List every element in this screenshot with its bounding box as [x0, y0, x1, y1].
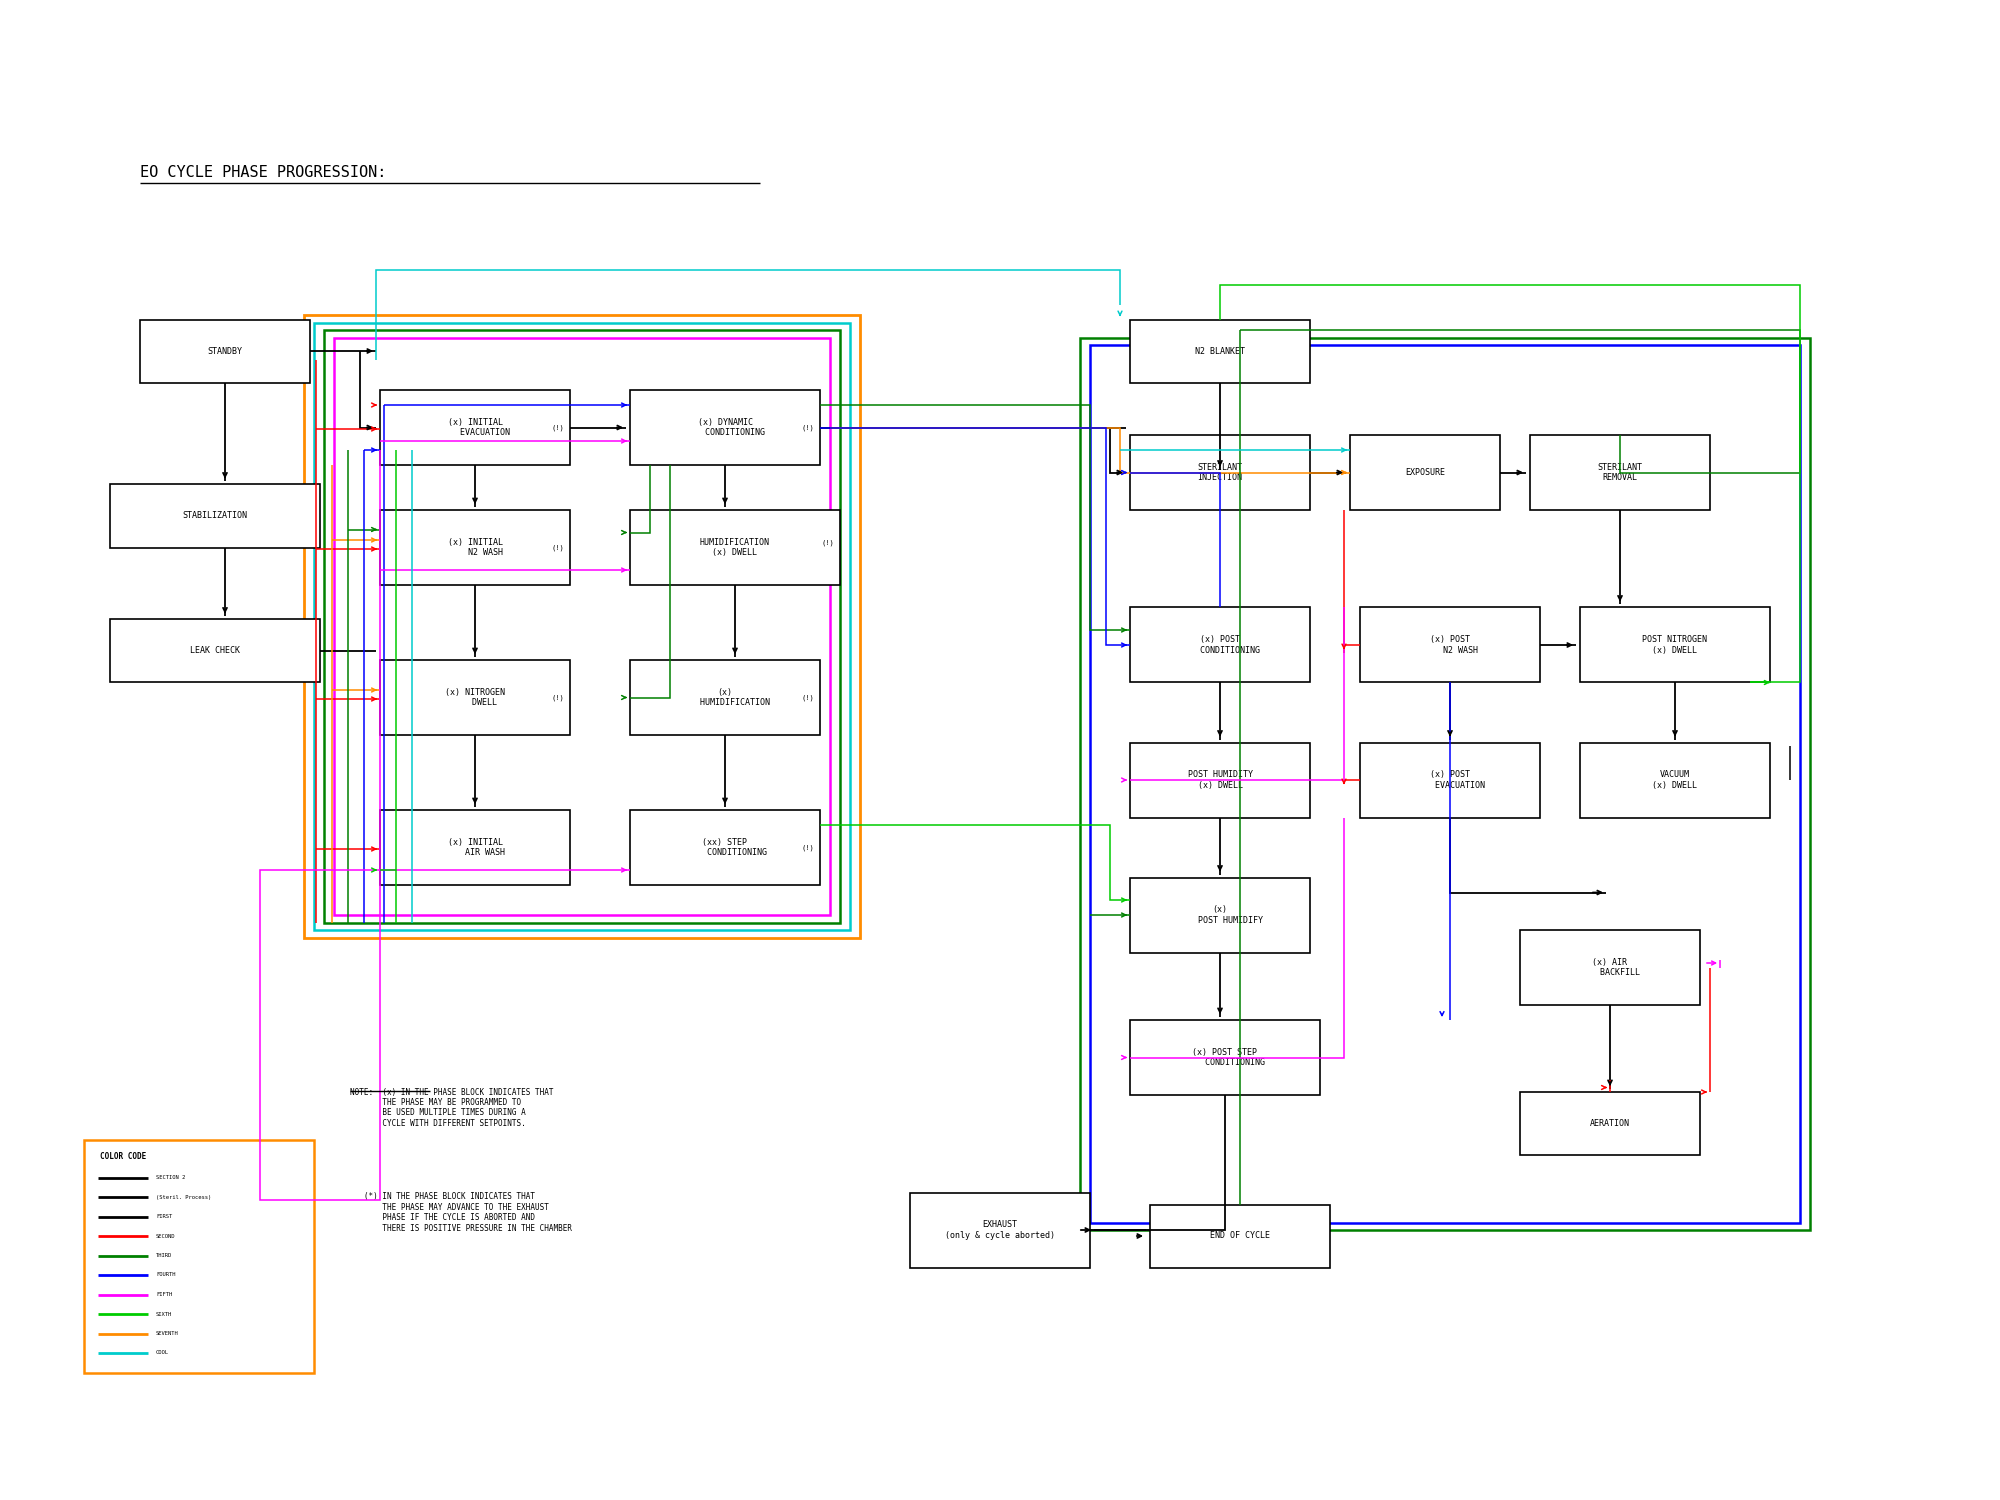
Text: NOTE:  (x) IN THE PHASE BLOCK INDICATES THAT
       THE PHASE MAY BE PROGRAMMED : NOTE: (x) IN THE PHASE BLOCK INDICATES T… [350, 1088, 554, 1128]
FancyBboxPatch shape [1130, 320, 1310, 382]
Text: SEVENTH: SEVENTH [156, 1330, 178, 1336]
Bar [324, 330, 840, 922]
Text: FOURTH: FOURTH [156, 1272, 176, 1278]
Text: (!): (!) [802, 844, 814, 850]
FancyBboxPatch shape [1130, 608, 1310, 682]
Text: THIRD: THIRD [156, 1252, 172, 1258]
Text: (!): (!) [802, 694, 814, 700]
Text: (!): (!) [822, 540, 834, 546]
FancyBboxPatch shape [1580, 608, 1770, 682]
FancyBboxPatch shape [380, 810, 570, 885]
Text: STERILANT
INJECTION: STERILANT INJECTION [1198, 464, 1242, 482]
Text: STANDBY: STANDBY [208, 346, 242, 355]
Text: (x) POST STEP
    CONDITIONING: (x) POST STEP CONDITIONING [1184, 1048, 1264, 1066]
Text: (xx) STEP
     CONDITIONING: (xx) STEP CONDITIONING [682, 839, 768, 856]
FancyBboxPatch shape [1130, 1020, 1320, 1095]
Bar [314, 322, 850, 930]
Text: (!): (!) [552, 544, 564, 550]
Text: COOL: COOL [156, 1350, 168, 1356]
Text: AERATION: AERATION [1590, 1119, 1630, 1128]
Text: COLOR CODE: COLOR CODE [100, 1152, 146, 1161]
Text: LEAK CHECK: LEAK CHECK [190, 646, 240, 656]
FancyBboxPatch shape [1530, 435, 1710, 510]
Text: (x)
    HUMIDIFICATION: (x) HUMIDIFICATION [680, 688, 770, 706]
Text: SIXTH: SIXTH [156, 1311, 172, 1317]
FancyBboxPatch shape [380, 660, 570, 735]
Text: (x) INITIAL
    EVACUATION: (x) INITIAL EVACUATION [440, 419, 510, 436]
Bar [84, 1140, 314, 1372]
FancyBboxPatch shape [630, 390, 820, 465]
FancyBboxPatch shape [630, 660, 820, 735]
FancyBboxPatch shape [1520, 1092, 1700, 1155]
Text: SECOND: SECOND [156, 1233, 176, 1239]
Text: STABILIZATION: STABILIZATION [182, 512, 248, 520]
Text: FIFTH: FIFTH [156, 1292, 172, 1298]
Text: (*) IN THE PHASE BLOCK INDICATES THAT
       THE PHASE MAY ADVANCE TO THE EXHAUS: (*) IN THE PHASE BLOCK INDICATES THAT TH… [350, 1192, 572, 1233]
Text: STERILANT
REMOVAL: STERILANT REMOVAL [1598, 464, 1642, 482]
FancyBboxPatch shape [380, 510, 570, 585]
FancyBboxPatch shape [1520, 930, 1700, 1005]
FancyBboxPatch shape [1360, 742, 1540, 818]
Bar [1090, 345, 1800, 1222]
FancyBboxPatch shape [140, 320, 310, 382]
Text: (x) NITROGEN
    DWELL: (x) NITROGEN DWELL [444, 688, 504, 706]
Text: HUMIDIFICATION
(x) DWELL: HUMIDIFICATION (x) DWELL [700, 538, 770, 556]
Text: SECTION 2: SECTION 2 [156, 1174, 186, 1180]
Bar [304, 315, 860, 938]
FancyBboxPatch shape [110, 620, 320, 682]
Text: EO CYCLE PHASE PROGRESSION:: EO CYCLE PHASE PROGRESSION: [140, 165, 386, 180]
Bar [334, 338, 830, 915]
Text: (!): (!) [552, 694, 564, 700]
FancyBboxPatch shape [1130, 435, 1310, 510]
Text: (x) INITIAL
    AIR WASH: (x) INITIAL AIR WASH [444, 839, 504, 856]
Text: POST HUMIDITY
(x) DWELL: POST HUMIDITY (x) DWELL [1188, 771, 1252, 789]
Text: (x) INITIAL
    N2 WASH: (x) INITIAL N2 WASH [448, 538, 502, 556]
FancyBboxPatch shape [1130, 878, 1310, 953]
Text: (x) AIR
    BACKFILL: (x) AIR BACKFILL [1580, 958, 1640, 976]
FancyBboxPatch shape [380, 390, 570, 465]
Text: N2 BLANKET: N2 BLANKET [1196, 346, 1244, 355]
Text: FIRST: FIRST [156, 1214, 172, 1219]
FancyBboxPatch shape [1350, 435, 1500, 510]
Text: EXPOSURE: EXPOSURE [1404, 468, 1444, 477]
Text: (Steril. Process): (Steril. Process) [156, 1194, 212, 1200]
FancyBboxPatch shape [1130, 742, 1310, 818]
Text: (x)
    POST HUMIDIFY: (x) POST HUMIDIFY [1178, 906, 1262, 924]
Text: POST NITROGEN
(x) DWELL: POST NITROGEN (x) DWELL [1642, 636, 1708, 654]
FancyBboxPatch shape [110, 484, 320, 548]
Text: (x) POST
    N2 WASH: (x) POST N2 WASH [1422, 636, 1478, 654]
FancyBboxPatch shape [910, 1192, 1090, 1268]
Text: (x) POST
    CONDITIONING: (x) POST CONDITIONING [1180, 636, 1260, 654]
FancyBboxPatch shape [630, 510, 840, 585]
Text: (!): (!) [802, 424, 814, 430]
Text: VACUUM
(x) DWELL: VACUUM (x) DWELL [1652, 771, 1698, 789]
FancyBboxPatch shape [1360, 608, 1540, 682]
Text: (!): (!) [552, 424, 564, 430]
Bar [1080, 338, 1810, 1230]
FancyBboxPatch shape [1150, 1204, 1330, 1268]
Text: END OF CYCLE: END OF CYCLE [1210, 1232, 1270, 1240]
Text: (x) POST
    EVACUATION: (x) POST EVACUATION [1416, 771, 1486, 789]
Text: (x) DYNAMIC
    CONDITIONING: (x) DYNAMIC CONDITIONING [684, 419, 764, 436]
Text: EXHAUST
(only & cycle aborted): EXHAUST (only & cycle aborted) [946, 1221, 1056, 1239]
FancyBboxPatch shape [1580, 742, 1770, 818]
FancyBboxPatch shape [630, 810, 820, 885]
